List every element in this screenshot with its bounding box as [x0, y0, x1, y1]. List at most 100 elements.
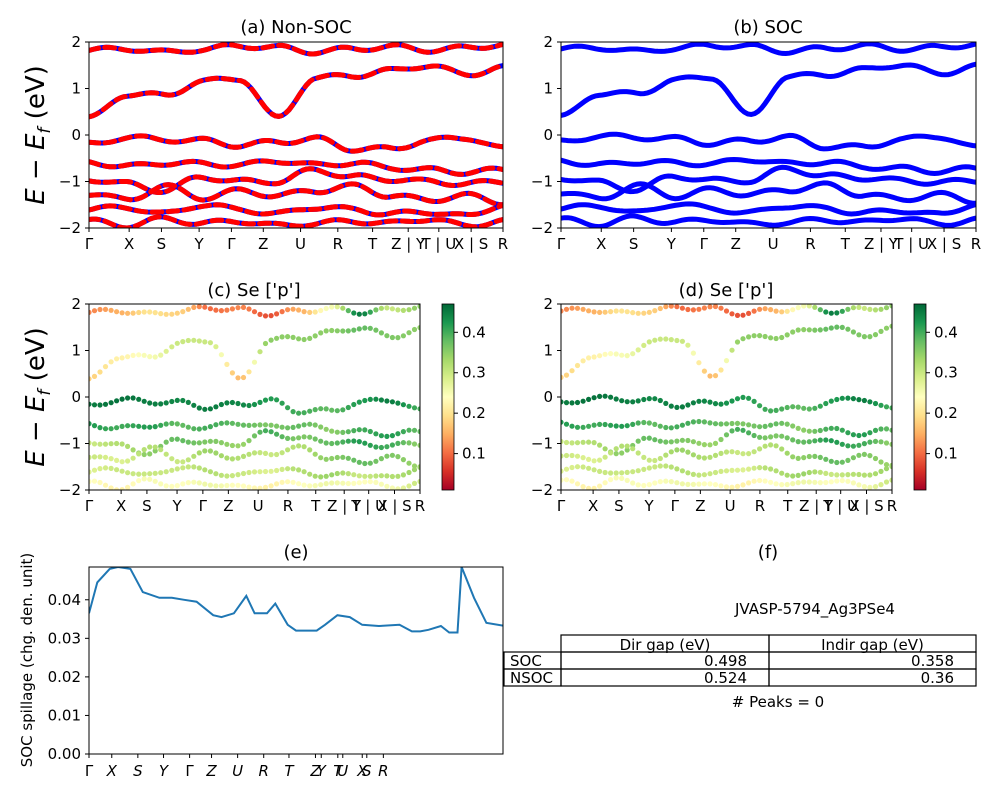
band-point	[301, 336, 307, 343]
band-point	[191, 304, 197, 310]
band-point	[207, 438, 213, 444]
band-point	[279, 479, 285, 485]
band-point	[114, 398, 120, 404]
band-point	[652, 457, 658, 464]
band-point	[257, 422, 263, 428]
band-point	[613, 351, 619, 357]
band-point	[367, 396, 373, 402]
band-point	[136, 451, 142, 457]
band-point	[861, 472, 868, 478]
plot-b-xtick-label: Y	[666, 235, 677, 253]
band-point	[608, 477, 614, 483]
band-point	[279, 466, 285, 472]
band-point	[307, 471, 313, 477]
band-point	[768, 422, 774, 428]
band-point	[613, 451, 619, 457]
band-point	[108, 307, 114, 313]
band-point	[334, 470, 340, 477]
band-point	[795, 305, 801, 311]
band-point	[218, 352, 224, 358]
plot-a-xtick-label: Y	[194, 235, 205, 253]
band-point	[867, 430, 873, 436]
band-point	[574, 481, 581, 487]
plot-d-xtick-label: S	[614, 497, 624, 515]
band-point	[351, 472, 357, 478]
band-point	[235, 455, 241, 461]
band-point	[597, 483, 603, 489]
band-point	[619, 470, 625, 476]
band-point	[362, 479, 368, 485]
plot-a-xtick-label: Z | Y	[391, 235, 426, 253]
band-point	[690, 452, 697, 458]
plot-d-xtick-label: Z | Y	[799, 497, 834, 515]
band-point	[751, 465, 757, 471]
plot-d-ytick-label: 0	[543, 388, 553, 406]
band-point	[850, 455, 857, 461]
band-point	[734, 449, 741, 456]
plot-a-xtick-label: R	[498, 235, 508, 253]
band-point	[586, 456, 592, 462]
plot-b-xtick-label: Z | Y	[864, 235, 899, 253]
band-point	[790, 473, 796, 479]
band-point	[218, 401, 224, 408]
band-point	[147, 424, 153, 430]
band-point	[262, 397, 269, 403]
band-point	[674, 424, 680, 430]
band-point	[834, 310, 840, 316]
band-point	[812, 453, 818, 459]
band-point	[97, 466, 103, 472]
band-point	[563, 421, 570, 427]
band-point	[296, 481, 302, 487]
band-point	[362, 325, 368, 331]
band-point	[597, 457, 603, 463]
band-point	[561, 477, 564, 483]
band-point	[718, 450, 724, 456]
band-point	[812, 327, 818, 333]
band-point	[872, 471, 879, 477]
band-point	[591, 354, 597, 360]
band-point	[856, 397, 862, 403]
plot-d-colorbar-tick-label: 0.1	[934, 445, 958, 463]
band-point	[329, 472, 335, 478]
band-point	[768, 434, 774, 440]
plot-c-xtick-label: R	[415, 497, 425, 515]
band-point	[878, 426, 884, 432]
band-point	[102, 426, 109, 432]
band-point	[114, 425, 120, 431]
band-point	[262, 340, 269, 347]
band-point	[89, 421, 92, 427]
band-point	[801, 405, 807, 411]
band-point	[97, 441, 103, 447]
band-point	[867, 439, 873, 445]
band-point	[257, 399, 263, 405]
band-line	[561, 180, 976, 206]
band-point	[679, 437, 686, 443]
panel-f-title: (f)	[758, 542, 778, 563]
band-point	[563, 452, 570, 459]
band-point	[701, 419, 708, 425]
band-point	[845, 443, 851, 449]
band-point	[690, 471, 697, 477]
band-point	[274, 311, 280, 317]
band-point	[850, 471, 857, 477]
band-point	[801, 427, 807, 433]
band-point	[563, 477, 570, 483]
band-point	[712, 440, 719, 446]
plot-a-ytick-label: 1	[71, 80, 81, 98]
band-point	[285, 447, 291, 453]
band-point	[235, 305, 241, 311]
spillage-xtick-label: Z	[205, 762, 217, 780]
band-point	[400, 333, 406, 339]
band-point	[301, 482, 307, 488]
band-point	[329, 440, 335, 447]
band-point	[635, 420, 641, 426]
band-point	[751, 398, 757, 404]
band-point	[784, 481, 790, 488]
band-point	[630, 310, 636, 316]
band-point	[89, 376, 92, 382]
band-point	[696, 306, 702, 312]
band-point	[707, 454, 713, 460]
band-point	[136, 352, 142, 358]
band-point	[839, 441, 845, 447]
